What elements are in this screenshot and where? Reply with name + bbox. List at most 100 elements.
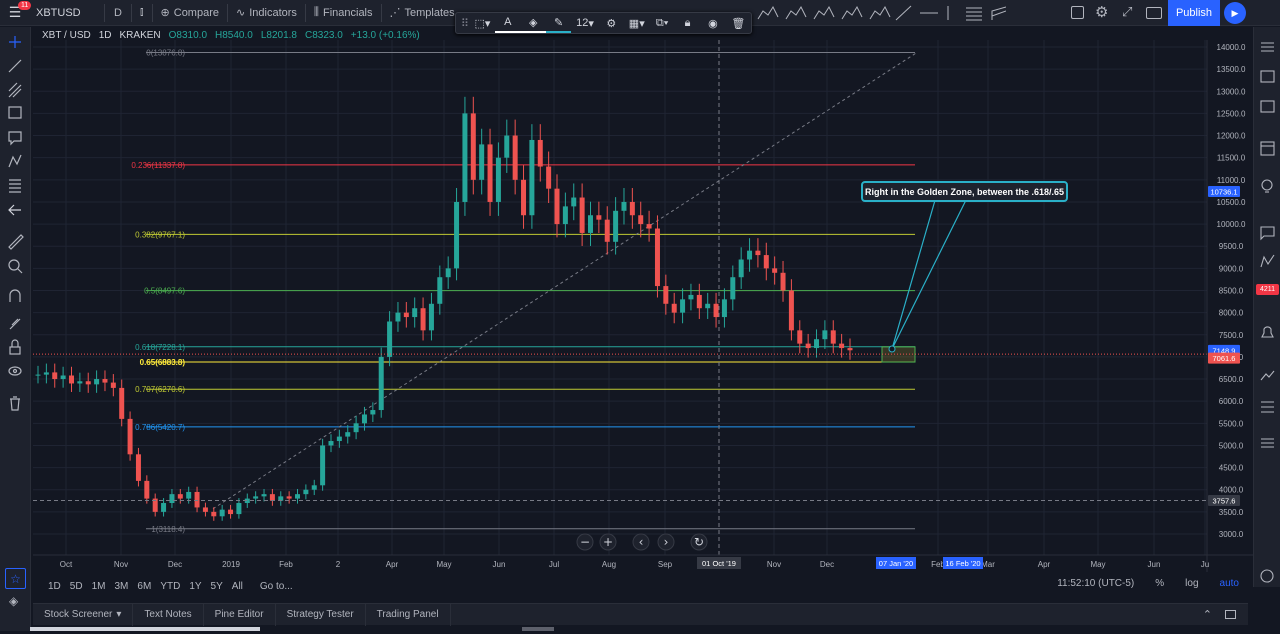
candle-body [378,356,384,411]
gear-icon[interactable]: ⚙ [1095,4,1109,21]
zoom-in-icon: + [603,535,613,549]
lock-icon[interactable]: 🔒︎ [684,16,691,29]
interval-button[interactable]: D [114,6,122,19]
price-tick-label: 11000.0 [1217,176,1246,185]
menu-button[interactable]: ☰ 11 [0,0,32,26]
time-tick-label: May [1090,560,1105,569]
tab-stock-screener[interactable]: Stock Screener ▾ [33,603,134,626]
candle-body [445,268,451,278]
price-tick-label: 3000.0 [1219,530,1244,539]
candle-body [387,321,393,357]
price-tick-label: 12000.0 [1217,132,1246,141]
template-icon[interactable]: ⬚▾ [474,17,491,30]
replay-button[interactable]: ▶ [1224,2,1246,24]
pattern-icon [785,5,807,20]
candle-body [320,445,326,486]
chart-icon [1260,370,1275,381]
pattern-icon [813,5,835,20]
candle-body [495,157,501,202]
scroll-left-icon: ‹ [639,535,644,549]
candle-body [830,330,836,344]
tab-pine-editor[interactable]: Pine Editor [204,603,276,626]
auto-toggle[interactable]: auto [1219,578,1239,589]
candle-body [311,485,317,490]
time-tick-label: Feb [279,560,293,569]
tab-strategy-tester[interactable]: Strategy Tester [276,603,366,626]
line-color-icon[interactable]: ✎ [545,13,572,33]
indicator-icon: ∿ [236,7,246,19]
eye-icon[interactable]: ◉ [708,17,718,30]
legend-interval: 1D [98,30,112,41]
tf-1d[interactable]: 1D [48,580,61,592]
camera-icon[interactable] [1146,7,1162,19]
trash-icon[interactable]: 🗑︎ [731,17,746,30]
rectangle-icon [8,106,22,119]
financials-button[interactable]: ⫼ Financials [308,0,379,26]
layers-icon[interactable]: ◈ [9,594,19,608]
help-icon [1260,569,1274,583]
price-chart[interactable]: 0(13876.8) 0.236(11337.8) 0.382(9767.1) 0.5… [33,40,1253,572]
candle-body [671,303,677,313]
candle-body [705,303,711,309]
visibility-icon[interactable]: ▦▾ [628,17,645,30]
collapse-icon[interactable]: ⌃ [1202,609,1212,621]
templates-button[interactable]: ⋰ Templates [384,0,461,26]
range-end-date: 16 Feb '20 [945,559,980,568]
fib-level-label: 0(13876.8) [146,48,185,57]
star-icon[interactable]: ☆ [5,568,26,589]
templates-icon: ⋰ [389,7,401,19]
trend-line-icon [895,5,912,21]
candle-body [730,277,736,300]
indicators-button[interactable]: ∿ Indicators [230,0,303,26]
candle-body [135,454,141,481]
trend-line-icon [8,59,22,73]
chart-type-button[interactable]: ⫾ [134,0,150,26]
publish-button[interactable]: Publish [1168,0,1220,26]
candle-body [144,480,150,499]
fullscreen-icon[interactable]: ⤢ [1122,4,1133,19]
tf-3m[interactable]: 3M [114,580,129,592]
tf-all[interactable]: All [231,580,243,592]
drag-handle-icon[interactable]: ⠿ [460,17,469,30]
candle-body [788,290,794,331]
symbol-search[interactable]: XBTUSD [36,6,81,19]
tab-trading-panel[interactable]: Trading Panel [366,603,451,626]
text-color-icon[interactable]: A [495,13,521,33]
candle-body [621,201,627,211]
tf-1m[interactable]: 1M [91,580,106,592]
candle-body [102,379,108,383]
price-tick-label: 10000.0 [1217,220,1246,229]
tf-5y[interactable]: 5Y [210,580,223,592]
price-tick-label: 8000.0 [1219,309,1244,318]
pitchfork-icon [8,82,22,98]
watchlist-icon [1261,42,1274,52]
goto-button[interactable]: Go to... [259,580,293,592]
fib-trend-line [212,52,918,510]
fill-color-icon[interactable]: ◈ [520,13,546,33]
fib-level-label: 1(3118.4) [151,525,185,534]
bars-icon: ⫼ [313,6,319,18]
candle-body [654,228,660,287]
percent-toggle[interactable]: % [1155,578,1165,589]
indicators-label: Indicators [249,6,297,19]
log-toggle[interactable]: log [1185,578,1199,589]
compare-button[interactable]: ⊕ Compare [155,0,225,26]
tab-text-notes[interactable]: Text Notes [133,603,204,626]
financials-label: Financials [322,6,373,19]
candle-body [613,210,619,242]
candle-body [261,494,267,497]
tf-1y[interactable]: 1Y [189,580,202,592]
settings-icon[interactable]: ⚙ [606,17,617,30]
candle-body [546,166,552,189]
price-tick-label: 5500.0 [1219,419,1244,428]
layout-icon[interactable] [1071,6,1084,19]
clone-icon[interactable]: ⧉▾ [655,16,669,29]
bottom-scroll-thumb[interactable] [522,627,554,631]
callout-annotation[interactable]: Right in the Golden Zone, between the .6… [861,181,1068,202]
tf-5d[interactable]: 5D [69,580,83,592]
tf-ytd[interactable]: YTD [160,580,181,592]
tf-6m[interactable]: 6M [137,580,152,592]
font-size-select[interactable]: 12 ▾ [576,17,594,30]
maximize-icon[interactable] [1225,610,1236,619]
candle-body [94,379,100,385]
